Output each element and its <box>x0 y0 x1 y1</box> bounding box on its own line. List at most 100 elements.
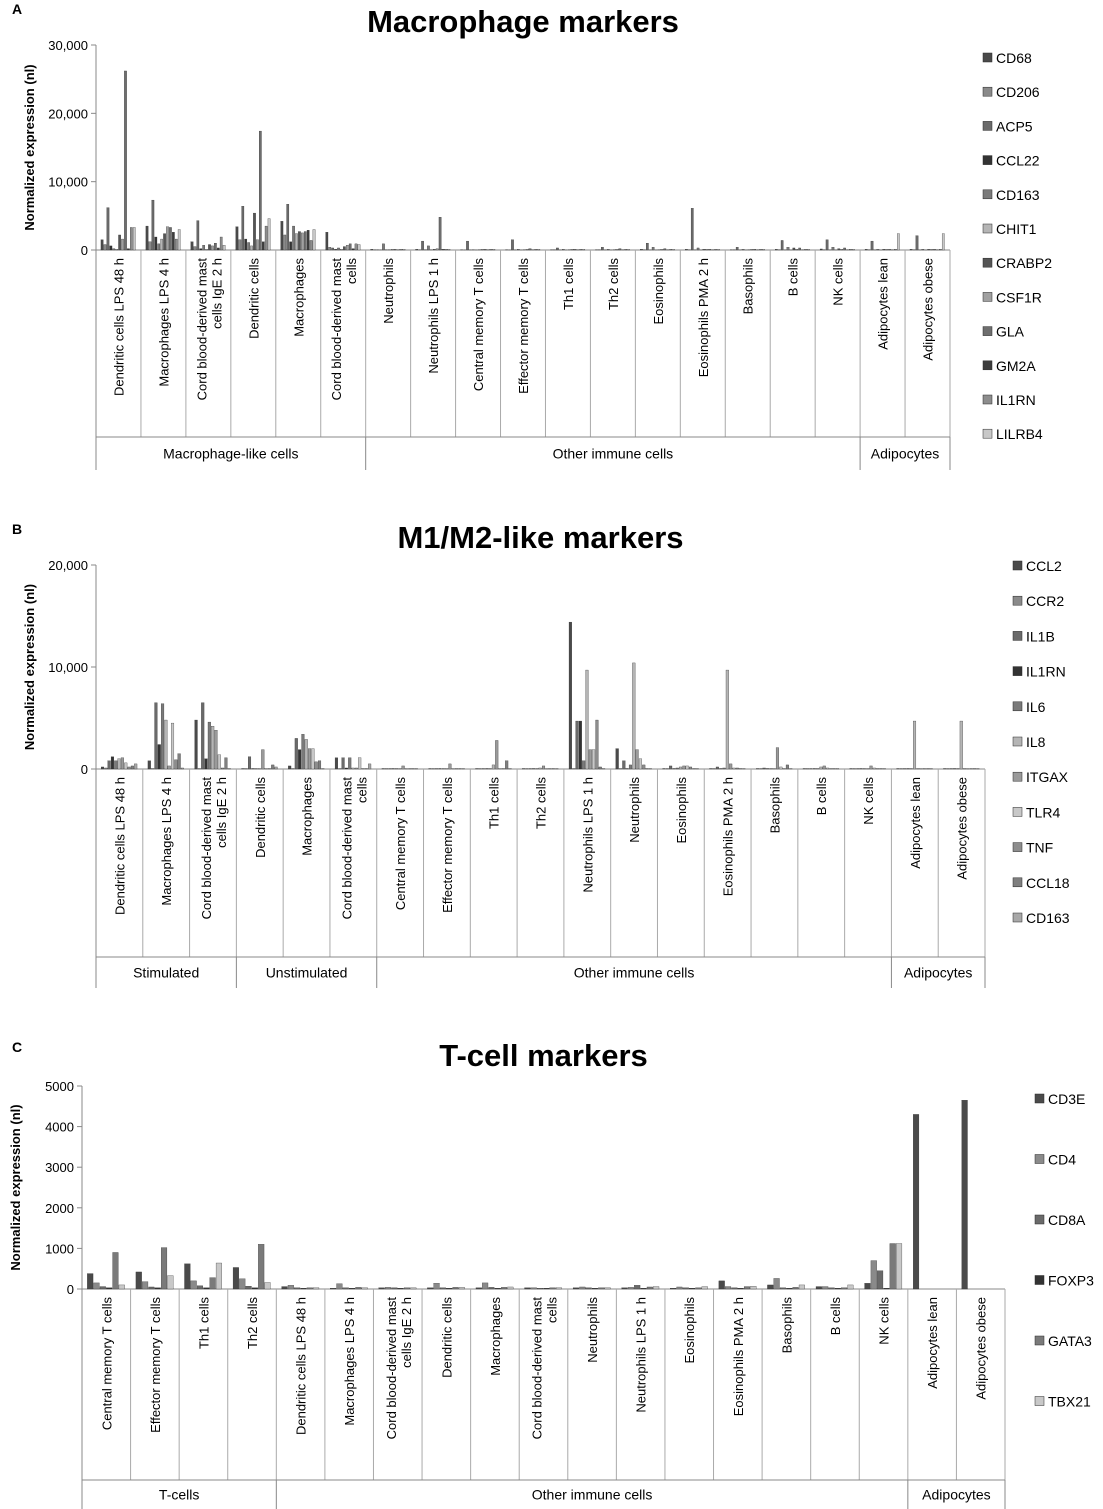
bar-lilrb4-9 <box>537 249 541 251</box>
bar-gm2a-5 <box>351 248 355 251</box>
bar-il1b-14 <box>762 767 766 770</box>
category-label: Central memory T cells <box>99 1297 114 1431</box>
bar-tlr4-10 <box>592 749 596 770</box>
bar-cd3e-16 <box>864 1283 871 1290</box>
bar-tbx21-10 <box>604 1287 611 1290</box>
legend-swatch <box>1012 771 1023 782</box>
legend-label: GATA3 <box>1048 1333 1092 1349</box>
category-label: Basophils <box>741 258 756 315</box>
group-label: Stimulated <box>133 965 199 981</box>
bar-cd8a-9 <box>537 1288 544 1290</box>
category-label: Dendritic cells LPS 48 h <box>112 777 127 915</box>
bar-il1b-1 <box>154 702 158 770</box>
bar-crabp2-5 <box>343 246 346 251</box>
bar-gla-16 <box>843 247 846 251</box>
category-label: Dendritic cells <box>246 258 261 339</box>
category-label: Adipocytes lean <box>876 258 891 350</box>
bar-lilrb4-14 <box>762 249 765 251</box>
category-label: Eosinophils <box>682 1297 697 1364</box>
legend-label: TLR4 <box>1026 804 1060 820</box>
bar-cd4-2 <box>190 1280 197 1290</box>
bar-gm2a-0 <box>127 248 130 251</box>
legend-swatch <box>1034 1214 1045 1225</box>
bar-tnf-17 <box>922 768 926 770</box>
bar-ccr2-18 <box>946 768 950 770</box>
bar-crabp2-17 <box>882 249 886 251</box>
bar-acp5-13 <box>690 208 694 251</box>
bar-il1rn-7 <box>444 249 448 251</box>
bar-cd4-14 <box>773 1278 780 1290</box>
bar-il1rn-11 <box>624 249 628 251</box>
bar-lilrb4-12 <box>672 249 675 251</box>
y-tick-label: 1000 <box>45 1241 74 1256</box>
legend-swatch <box>1012 560 1023 571</box>
bar-foxp3-16 <box>883 1288 890 1290</box>
bar-gata3-2 <box>209 1277 216 1290</box>
bar-il1b-9 <box>528 768 532 770</box>
bar-tlr4-12 <box>685 765 689 770</box>
bar-acp5-7 <box>421 240 424 251</box>
bar-il6-17 <box>909 768 913 770</box>
bar-cd163-5 <box>368 763 372 770</box>
bar-acp5-16 <box>825 239 829 251</box>
bar-foxp3-1 <box>154 1287 161 1290</box>
category-label: Macrophages LPS 4 h <box>156 258 171 387</box>
bar-ccl18-10 <box>598 766 602 770</box>
bar-tnf-10 <box>595 719 599 770</box>
bar-foxp3-5 <box>349 1288 356 1290</box>
bar-gata3-15 <box>841 1287 848 1290</box>
bar-cd163-18 <box>976 768 980 770</box>
bar-tnf-8 <box>501 768 505 770</box>
bar-cd163-2 <box>202 245 205 251</box>
bar-crabp2-0 <box>118 234 121 251</box>
bar-acp5-5 <box>331 247 334 251</box>
bar-tbx21-15 <box>847 1284 854 1290</box>
bar-cd68-1 <box>145 225 149 251</box>
bar-il8-9 <box>538 767 542 770</box>
group-label: Adipocytes <box>904 965 972 981</box>
bar-cd163-17 <box>876 249 880 251</box>
bar-csf1r-11 <box>615 249 619 251</box>
legend-swatch <box>982 121 993 131</box>
category-label: Effector memory T cells <box>516 258 531 394</box>
bar-gla-10 <box>573 249 577 251</box>
legend-swatch <box>1012 912 1023 923</box>
legend-swatch <box>1012 666 1023 676</box>
legend-label: CD163 <box>1026 910 1070 926</box>
bar-acp5-15 <box>780 240 784 251</box>
bar-ccr2-11 <box>618 768 623 770</box>
bar-ccl18-11 <box>645 768 649 770</box>
bar-cd3e-18 <box>961 1100 968 1290</box>
legend-label: FOXP3 <box>1048 1273 1094 1289</box>
bar-ccr2-12 <box>665 768 669 770</box>
legend-label: CCR2 <box>1026 593 1064 609</box>
bar-tbx21-1 <box>167 1275 174 1290</box>
bar-cd8a-1 <box>148 1286 155 1290</box>
bar-csf1r-12 <box>660 249 664 251</box>
bar-il1rn-16 <box>849 249 852 251</box>
bar-crabp2-2 <box>208 244 211 251</box>
category-label: Macrophages LPS 4 h <box>342 1297 357 1426</box>
category-label: Adipocytes obese <box>955 777 970 880</box>
bar-cd4-9 <box>530 1287 537 1290</box>
y-tick-label: 20,000 <box>48 106 88 121</box>
bar-lilrb4-6 <box>402 249 406 251</box>
bar-cd4-7 <box>433 1283 440 1290</box>
legend-label: CCL2 <box>1026 558 1062 574</box>
bar-tnf-11 <box>642 764 646 770</box>
bar-ccr2-17 <box>899 768 903 770</box>
bar-lilrb4-3 <box>267 218 271 251</box>
bar-foxp3-2 <box>203 1287 210 1290</box>
legend-label: ACP5 <box>996 118 1033 134</box>
bar-cd8a-15 <box>828 1287 835 1290</box>
chart-title: M1/M2-like markers <box>397 520 683 555</box>
category-label: B cells <box>786 258 801 297</box>
bar-itgax-14 <box>775 747 779 770</box>
bar-cd163-6 <box>382 243 385 251</box>
bar-il6-11 <box>628 764 632 770</box>
bar-il1rn-15 <box>812 768 816 770</box>
bar-ccl2-10 <box>568 621 572 770</box>
bar-acp5-12 <box>646 243 649 251</box>
category-label: Eosinophils PMA 2 h <box>731 1297 746 1416</box>
bar-tlr4-7 <box>451 768 455 770</box>
